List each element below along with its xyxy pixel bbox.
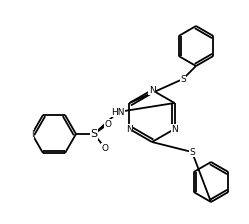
Text: S: S xyxy=(189,147,195,157)
Text: O: O xyxy=(105,119,112,129)
Text: S: S xyxy=(180,75,186,84)
Text: N: N xyxy=(149,86,155,95)
Text: N: N xyxy=(171,125,178,134)
Text: I: I xyxy=(31,129,33,138)
Text: N: N xyxy=(126,125,133,134)
Text: O: O xyxy=(102,144,109,153)
Text: S: S xyxy=(90,129,98,139)
Text: HN: HN xyxy=(111,108,125,116)
